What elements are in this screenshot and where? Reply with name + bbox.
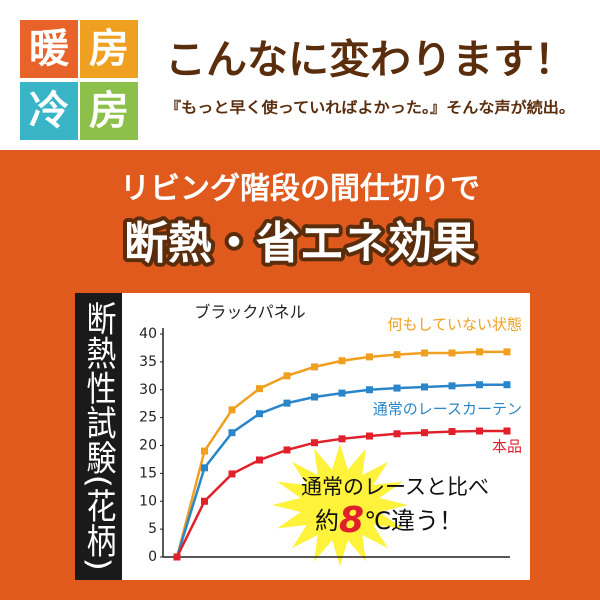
badge-text: 房 [89, 88, 129, 134]
annotation: 約 [315, 507, 339, 535]
data-point [503, 427, 511, 435]
y-tick-label: 40 [139, 326, 157, 342]
data-point [448, 349, 456, 357]
annotation-number: 8 [339, 500, 364, 541]
data-point [283, 446, 291, 454]
data-point [338, 357, 346, 365]
data-point [476, 381, 483, 389]
data-point [366, 386, 373, 394]
starburst [272, 443, 408, 567]
y-tick-label: 0 [148, 549, 157, 565]
data-point [311, 393, 318, 401]
data-point [283, 372, 291, 380]
side-label: 断熱性試験(花柄) [81, 301, 117, 571]
data-point [201, 464, 208, 472]
data-point [256, 456, 263, 464]
data-point [311, 363, 318, 371]
data-point [338, 435, 346, 443]
data-point [476, 427, 483, 435]
y-tick-label: 35 [139, 354, 157, 370]
data-point [366, 432, 373, 440]
data-point [421, 349, 428, 357]
data-point [366, 353, 373, 361]
data-point [393, 351, 401, 359]
data-point [283, 399, 291, 407]
data-point [393, 384, 401, 392]
chart-title: ブラックパネル [194, 303, 305, 322]
series-label: 本品 [492, 438, 522, 456]
badge [20, 20, 78, 78]
y-tick-label: 15 [139, 465, 157, 481]
banner-line2: 断熱・省エネ効果 [124, 218, 476, 269]
y-tick-label: 30 [139, 382, 157, 398]
data-point [173, 553, 181, 561]
badge [80, 82, 138, 140]
badge [80, 20, 138, 78]
data-point [256, 410, 263, 418]
data-point [421, 429, 428, 437]
y-tick-label: 20 [139, 438, 157, 454]
y-tick-label: 25 [139, 410, 157, 426]
data-point [476, 348, 483, 356]
data-point [201, 447, 208, 455]
badge-text: 冷 [29, 88, 69, 134]
data-point [228, 429, 236, 437]
badge [20, 82, 78, 140]
y-tick-label: 5 [148, 521, 157, 537]
header-title: こんなに変わります！ [165, 37, 575, 83]
banner-line1: リビング階段の間仕切りで [120, 172, 480, 207]
data-point [421, 383, 428, 391]
series-label: 通常のレースカーテン [373, 400, 522, 418]
data-point [201, 497, 208, 505]
series-label: 何もしていない状態 [387, 315, 522, 333]
data-point [311, 439, 318, 447]
annotation: 約8℃違う！ [315, 500, 463, 541]
badge-text: 暖 [29, 26, 70, 72]
data-point [256, 385, 263, 393]
data-point [503, 381, 511, 389]
header-subtitle: 『もっと早く使っていればよかった。』そんな声が続出。 [165, 99, 575, 117]
badge-text: 房 [89, 26, 129, 72]
data-point [393, 430, 401, 438]
data-point [503, 348, 511, 356]
data-point [338, 389, 346, 397]
data-point [448, 382, 456, 390]
data-point [228, 406, 236, 414]
data-point [448, 428, 456, 436]
data-point [228, 470, 236, 478]
annotation: 通常のレースと比べ [301, 475, 489, 499]
side-block [75, 293, 122, 580]
y-tick-label: 10 [139, 493, 157, 509]
annotation: ℃違う！ [364, 507, 463, 535]
